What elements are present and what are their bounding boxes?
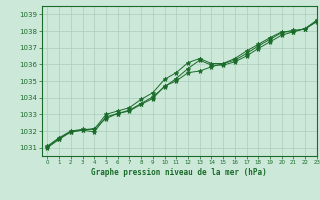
X-axis label: Graphe pression niveau de la mer (hPa): Graphe pression niveau de la mer (hPa) [91, 168, 267, 177]
